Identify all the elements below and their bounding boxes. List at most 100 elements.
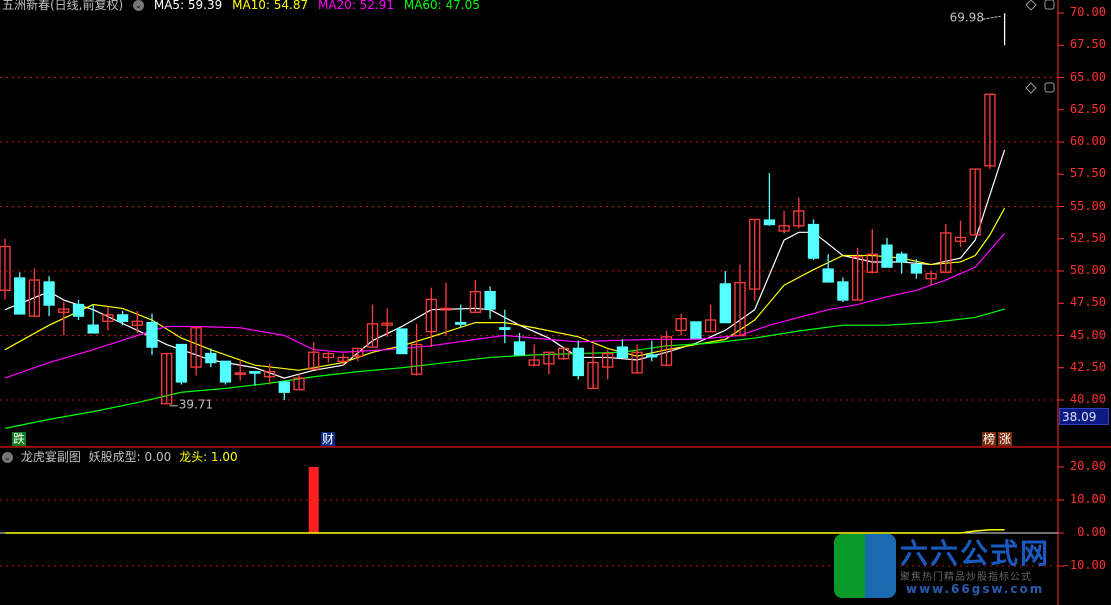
candle-body [837, 281, 849, 301]
candle-body [381, 322, 393, 326]
y-tick-label: 50.00 [1069, 263, 1106, 277]
diamond-icon [1025, 0, 1037, 11]
candle-body [984, 93, 996, 167]
candle-body [308, 351, 320, 370]
ma20-label: MA20: 52.91 [317, 0, 395, 12]
candle-body [131, 320, 143, 326]
longtou-line [5, 528, 1005, 534]
candle-body [469, 290, 482, 313]
y-tick-label: 45.00 [1069, 327, 1106, 342]
y-tick-label: 47.50 [1069, 295, 1106, 310]
ma5-label: MA5: 59.39 [153, 0, 223, 12]
candle-body [396, 328, 408, 355]
y-tick-label: 40.00 [1069, 392, 1106, 406]
candle-body [572, 347, 584, 377]
candle-body [646, 354, 658, 358]
sub-y-tick-label: 10.00 [1069, 492, 1106, 506]
yaogu-value: 妖股成型: 0.00 [88, 450, 172, 464]
candle-body [249, 370, 261, 374]
candle-body [87, 324, 99, 334]
y-tick-label: 70.00 [1069, 5, 1106, 19]
marker-cai[interactable]: 财 [321, 432, 336, 446]
y-tick-label: 67.50 [1069, 37, 1106, 52]
candle-body [631, 351, 643, 374]
candle-body [925, 272, 937, 280]
candle-body [719, 283, 731, 324]
logo-site: www.66gsw.com [906, 582, 1045, 596]
candle-body [616, 346, 629, 359]
candle-body [190, 327, 202, 368]
ma-line-ma20 [4, 233, 1006, 379]
price-annotation: 39.71 [179, 398, 213, 412]
sub-y-tick-label: 0.00 [1077, 525, 1106, 539]
candle-body [866, 253, 878, 273]
candle-body [102, 314, 114, 322]
logo-slogan: 聚焦热门精品炒股指标公式 [900, 572, 1032, 583]
candle-body [28, 279, 41, 317]
candle-body [557, 347, 570, 360]
candle-body [528, 359, 540, 366]
candle-body [410, 343, 423, 375]
candle-body [337, 356, 349, 362]
candle-body [72, 303, 85, 317]
candle-body [293, 377, 305, 391]
ma10-label: MA10: 54.87 [232, 0, 309, 12]
y-tick-label: 55.00 [1069, 198, 1106, 213]
candle-body [175, 343, 188, 383]
candle-body [778, 225, 790, 232]
price-annotation: 69.98 [950, 10, 984, 24]
candle-body [484, 290, 496, 310]
last-price-label: 38.09 [1059, 408, 1109, 425]
candle-body [513, 341, 526, 356]
candle-body [969, 168, 981, 236]
candle-body [749, 218, 761, 290]
candle-body [822, 268, 834, 283]
sub-chart-header: ⌄ 龙虎宴副图 妖股成型: 0.00 龙头: 1.00 [2, 448, 242, 465]
y-tick-label: 52.50 [1069, 230, 1106, 245]
marker-bang[interactable]: 榜 [982, 432, 997, 446]
candle-body [851, 256, 864, 301]
candle-body [587, 361, 599, 390]
candle-body [954, 236, 967, 242]
candle-body [366, 323, 379, 348]
candle-body [234, 372, 246, 376]
longtou-value: 龙头: 1.00 [179, 450, 238, 464]
settings-toggle-icon[interactable]: ⌄ [133, 0, 145, 11]
ma-line-ma60 [4, 308, 1005, 429]
candle-body [881, 244, 893, 268]
marker-up[interactable]: 涨 [998, 432, 1013, 446]
sub-settings-icon[interactable]: ⌄ [2, 452, 13, 463]
candle-body [263, 370, 276, 378]
main-chart-header: 五洲新春(日线,前复权) ⌄ MA5: 59.39 MA10: 54.87 MA… [2, 0, 486, 13]
candle-body [793, 210, 805, 227]
candle-body [763, 219, 776, 226]
candle-body [675, 318, 687, 331]
site-logo: 六六公式网 聚焦热门精品炒股指标公式 www.66gsw.com [834, 532, 1050, 602]
candle-body [543, 351, 555, 365]
y-tick-label: 60.00 [1069, 134, 1106, 148]
candle-body [690, 321, 702, 339]
candle-body [807, 223, 820, 259]
candle-body [660, 336, 673, 366]
y-tick-label: 42.50 [1069, 359, 1106, 374]
window-icon [1044, 0, 1055, 10]
candle-body [146, 321, 158, 348]
candle-body [910, 263, 923, 274]
candle-body [205, 352, 217, 364]
candle-body [161, 352, 173, 405]
logo-mark-icon [834, 534, 896, 598]
candle-body [14, 277, 26, 315]
yaogu-bar [308, 467, 319, 533]
window-icon [1044, 82, 1055, 93]
candle-body [704, 319, 717, 333]
candle-body [896, 253, 908, 263]
marker-down[interactable]: 跌 [12, 432, 27, 446]
candle-body [455, 321, 467, 325]
diamond-icon [1025, 82, 1037, 94]
annotation-arrow [982, 15, 1001, 20]
candle-body [278, 381, 290, 393]
candle-body [43, 281, 55, 306]
candle-body [0, 245, 11, 292]
candle-body [940, 232, 952, 273]
